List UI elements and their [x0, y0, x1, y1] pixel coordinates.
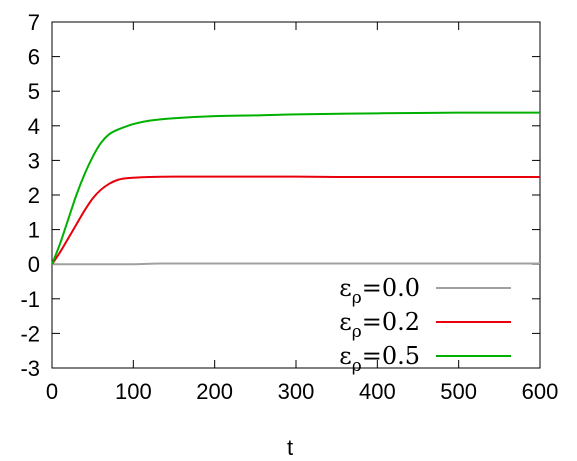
y-tick-label: 3	[28, 148, 40, 173]
legend-label: ερ=0.2	[339, 308, 420, 342]
x-tick-label: 0	[46, 379, 58, 404]
series-line-1	[51, 175, 540, 265]
legend: ερ=0.0ερ=0.2ερ=0.5	[339, 274, 511, 376]
x-tick-label: 600	[522, 379, 559, 404]
y-tick-label: 6	[28, 45, 40, 70]
x-tick-label: 100	[115, 379, 152, 404]
legend-label-main: ε	[339, 342, 351, 370]
series-line-2	[51, 111, 541, 265]
y-tick-label: 0	[28, 252, 40, 277]
y-tick-label: -2	[20, 321, 40, 346]
legend-label-main: ε	[339, 308, 351, 336]
series-lines	[51, 111, 541, 266]
y-tick-label: 7	[28, 10, 40, 35]
legend-item: ερ=0.2	[339, 308, 511, 342]
axis-tick-labels: 0 100 200 300 400 500 600 -3 -2 -1 0 1 2 3 4 5 6 7	[20, 10, 558, 404]
legend-label-tail: =0.0	[362, 274, 420, 302]
legend-item: ερ=0.5	[339, 342, 511, 376]
legend-label-sub: ρ	[352, 288, 362, 308]
y-tick-label: -1	[20, 287, 40, 312]
legend-label-sub: ρ	[352, 356, 362, 376]
legend-label-main: ε	[339, 274, 351, 302]
legend-item: ερ=0.0	[339, 274, 511, 308]
x-axis-title: t	[287, 435, 293, 460]
y-tick-label: 5	[28, 79, 40, 104]
legend-label-sub: ρ	[352, 322, 362, 342]
y-tick-label: 4	[28, 114, 40, 139]
plot-frame	[51, 21, 541, 369]
x-tick-label: 200	[196, 379, 233, 404]
y-tick-label: -3	[20, 356, 40, 381]
x-tick-label: 300	[278, 379, 315, 404]
x-tick-label: 500	[440, 379, 477, 404]
series-line-0	[52, 262, 540, 266]
legend-label-tail: =0.2	[362, 308, 420, 336]
y-tick-label: 2	[28, 183, 40, 208]
legend-label: ερ=0.5	[339, 342, 420, 376]
legend-label-tail: =0.5	[362, 342, 420, 370]
y-tick-label: 1	[28, 218, 40, 243]
legend-label: ερ=0.0	[339, 274, 420, 308]
axis-ticks	[51, 21, 541, 369]
x-tick-label: 400	[359, 379, 396, 404]
